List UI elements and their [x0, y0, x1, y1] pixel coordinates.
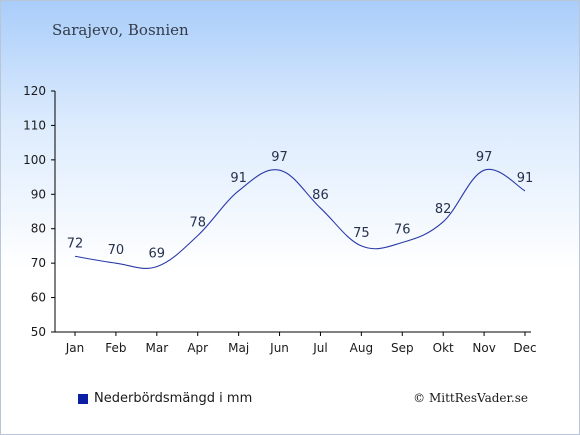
data-label: 70	[108, 243, 125, 258]
credit-text: © MittResVader.se	[413, 391, 528, 405]
y-tick-label: 70	[31, 256, 46, 270]
x-tick-label: Nov	[472, 341, 495, 355]
x-tick-label: Maj	[228, 341, 249, 355]
x-tick-label: Jul	[312, 341, 327, 355]
data-label: 72	[67, 236, 84, 251]
x-tick-label: Sep	[391, 341, 414, 355]
y-tick-label: 120	[23, 84, 46, 98]
data-label: 78	[189, 216, 206, 231]
x-tick-label: Okt	[433, 341, 454, 355]
data-label: 82	[435, 202, 452, 217]
y-tick-label: 110	[23, 118, 46, 132]
data-label: 97	[271, 150, 288, 165]
x-tick-label: Aug	[350, 341, 373, 355]
x-tick-label: Jan	[65, 341, 85, 355]
x-tick-label: Dec	[513, 341, 536, 355]
data-label: 76	[394, 222, 411, 237]
data-label: 97	[476, 150, 493, 165]
x-tick-label: Jun	[269, 341, 289, 355]
data-label: 86	[312, 188, 329, 203]
y-tick-label: 80	[31, 222, 46, 236]
data-label: 91	[230, 171, 247, 186]
y-tick-label: 90	[31, 187, 46, 201]
chart-title: Sarajevo, Bosnien	[52, 21, 189, 39]
series-line	[74, 168, 526, 269]
data-label: 75	[353, 226, 370, 241]
y-tick-label: 50	[31, 325, 46, 339]
y-tick-label: 60	[31, 291, 46, 305]
legend-label: Nederbördsmängd i mm	[94, 391, 253, 406]
y-tick-label: 100	[23, 153, 46, 167]
legend-swatch	[78, 393, 88, 404]
legend: Nederbördsmängd i mm	[78, 391, 252, 406]
data-label: 91	[517, 171, 534, 186]
x-tick-label: Feb	[105, 341, 126, 355]
data-label: 69	[149, 247, 166, 262]
x-tick-label: Mar	[145, 341, 168, 355]
x-tick-label: Apr	[187, 341, 208, 355]
